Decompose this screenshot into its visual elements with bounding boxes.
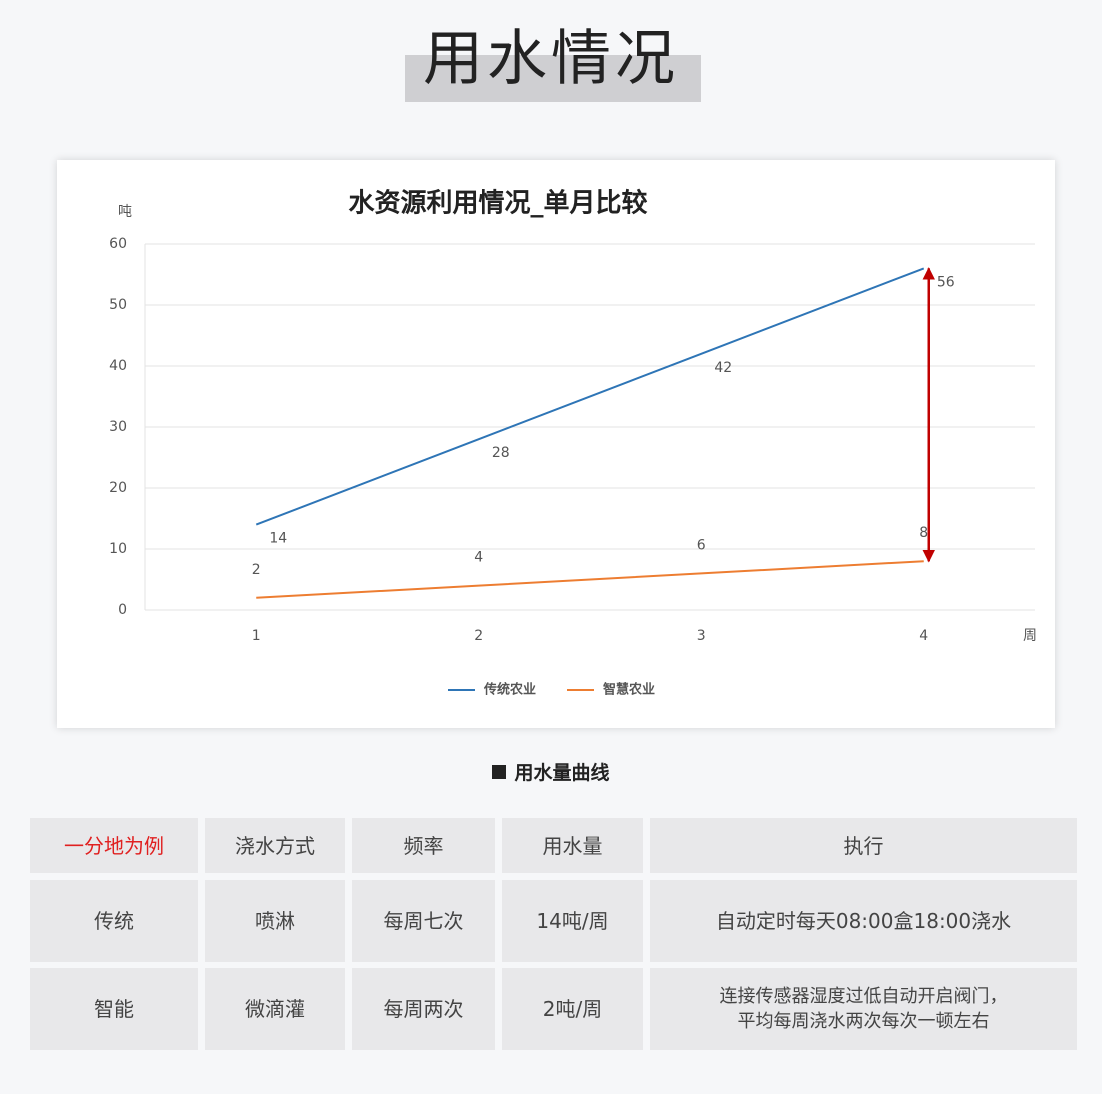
page-title: 用水情况 [423, 24, 679, 94]
table-cell: 智能 [30, 968, 198, 1050]
data-label: 2 [252, 562, 261, 578]
chart-title: 水资源利用情况_单月比较 [348, 188, 647, 219]
table-header-cell: 浇水方式 [205, 818, 345, 873]
y-tick-label: 60 [109, 236, 127, 252]
x-tick-label: 1 [252, 628, 261, 644]
caption-marker [492, 765, 507, 779]
table-cell: 微滴灌 [205, 968, 345, 1050]
table-cell: 传统 [30, 880, 198, 962]
data-label: 14 [269, 531, 287, 547]
table-header-cell: 用水量 [502, 818, 643, 873]
table-header-cell: 一分地为例 [30, 818, 198, 873]
x-tick-label: 4 [919, 628, 928, 644]
data-label: 28 [492, 445, 510, 461]
y-tick-label: 30 [109, 419, 127, 435]
chart-card: 水资源利用情况_单月比较 吨 周 0 10 20 30 40 50 60 1 2 3 4 14 28 42… [57, 160, 1055, 728]
x-axis-label: 周 [1023, 628, 1037, 644]
data-label: 6 [697, 537, 706, 553]
y-tick-label: 20 [109, 480, 127, 496]
x-tick-label: 2 [474, 628, 483, 644]
data-label: 56 [937, 274, 955, 290]
table-cell: 自动定时每天08:00盒18:00浇水 [650, 880, 1077, 962]
y-tick-label: 50 [109, 297, 127, 313]
data-label: 4 [474, 550, 483, 566]
table-cell: 14吨/周 [502, 880, 643, 962]
table-header-cell: 频率 [352, 818, 495, 873]
legend-label: 智慧农业 [603, 682, 655, 698]
x-tick-label: 3 [697, 628, 706, 644]
series-line [255, 267, 925, 526]
y-tick-label: 0 [118, 602, 127, 618]
table-cell: 连接传感器湿度过低自动开启阀门， 平均每周浇水两次每次一顿左右 [650, 968, 1077, 1050]
data-label: 8 [919, 525, 928, 541]
caption: 用水量曲线 [0, 758, 1102, 785]
y-tick-label: 10 [109, 541, 127, 557]
table-cell: 每周两次 [352, 968, 495, 1050]
table-cell: 每周七次 [352, 880, 495, 962]
title-highlight [405, 55, 701, 102]
data-label: 42 [714, 360, 732, 376]
y-axis-label: 吨 [118, 204, 132, 220]
table-cell: 喷淋 [205, 880, 345, 962]
caption-text: 用水量曲线 [514, 762, 610, 784]
series-line [256, 560, 924, 599]
legend-label: 传统农业 [483, 682, 536, 698]
table-cell: 2吨/周 [502, 968, 643, 1050]
y-tick-label: 40 [109, 358, 127, 374]
table-header-cell: 执行 [650, 818, 1077, 873]
